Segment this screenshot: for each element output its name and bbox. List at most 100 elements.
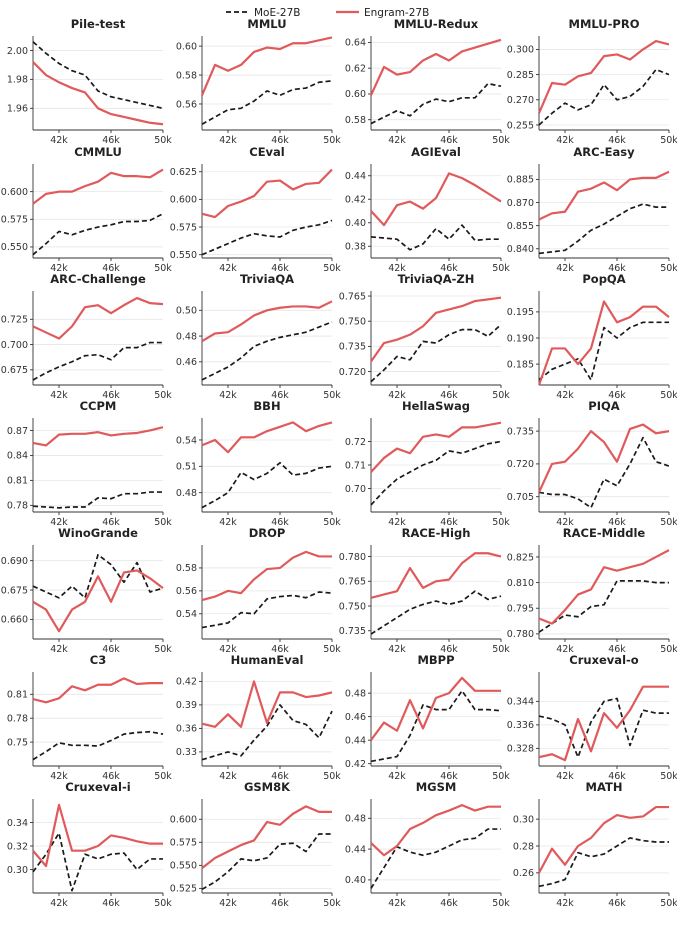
panel-title: AGIEval bbox=[411, 145, 461, 159]
x-tick-label: 46k bbox=[271, 644, 289, 655]
x-tick-label: 42k bbox=[219, 771, 237, 782]
legend: MoE-27B Engram-27B bbox=[226, 7, 429, 19]
y-tick-label: 0.40 bbox=[345, 875, 366, 886]
x-tick-label: 42k bbox=[219, 644, 237, 655]
series-line-moe-27b bbox=[32, 341, 163, 381]
series-line-moe-27b bbox=[538, 68, 670, 126]
x-tick-label: 50k bbox=[154, 898, 172, 909]
y-tick-label: 0.795 bbox=[507, 604, 534, 615]
x-tick-label: 46k bbox=[440, 390, 458, 401]
panel-arc-challenge: ARC-Challenge 0.675 0.700 0.725 42k 46k 50k bbox=[1, 272, 172, 401]
y-tick-label: 0.725 bbox=[1, 315, 28, 326]
x-tick-label: 50k bbox=[323, 135, 341, 146]
panel-title: C3 bbox=[90, 653, 106, 667]
panel-cruxeval-i: Cruxeval-i 0.30 0.32 0.34 42k 46k 50k bbox=[7, 780, 172, 909]
y-tick-label: 0.56 bbox=[176, 586, 197, 597]
x-tick-label: 50k bbox=[492, 263, 510, 274]
x-tick-label: 50k bbox=[323, 517, 341, 528]
panel-title: Cruxeval-o bbox=[569, 653, 638, 667]
y-tick-label: 0.54 bbox=[176, 435, 197, 446]
x-tick-label: 42k bbox=[556, 771, 574, 782]
x-tick-label: 42k bbox=[556, 135, 574, 146]
panel-mgsm: MGSM 0.40 0.44 0.48 42k 46k 50k bbox=[345, 780, 510, 909]
x-tick-label: 50k bbox=[660, 771, 677, 782]
x-tick-label: 42k bbox=[556, 644, 574, 655]
y-tick-label: 0.765 bbox=[339, 577, 366, 588]
x-tick-label: 50k bbox=[660, 390, 677, 401]
y-tick-label: 0.525 bbox=[170, 884, 197, 895]
y-tick-label: 0.44 bbox=[345, 171, 366, 182]
series-line-engram-27b bbox=[370, 38, 502, 96]
x-tick-label: 50k bbox=[323, 898, 341, 909]
series-line-moe-27b bbox=[538, 580, 669, 633]
x-tick-label: 42k bbox=[388, 390, 406, 401]
series-line-moe-27b bbox=[538, 321, 669, 381]
x-tick-label: 42k bbox=[556, 898, 574, 909]
series-line-moe-27b bbox=[201, 591, 333, 629]
x-tick-label: 42k bbox=[388, 644, 406, 655]
y-tick-label: 0.550 bbox=[1, 242, 28, 253]
series-line-moe-27b bbox=[370, 689, 502, 763]
legend-label: Engram-27B bbox=[364, 7, 429, 19]
y-tick-label: 0.255 bbox=[507, 120, 534, 131]
series-line-engram-27b bbox=[537, 39, 670, 114]
x-tick-label: 50k bbox=[660, 135, 677, 146]
y-tick-label: 0.270 bbox=[507, 95, 534, 106]
panel-ccpm: CCPM 0.78 0.81 0.84 0.87 42k 46k 50k bbox=[7, 399, 172, 528]
series-line-engram-27b bbox=[538, 805, 669, 874]
y-tick-label: 0.575 bbox=[170, 838, 197, 849]
series-line-moe-27b bbox=[538, 837, 669, 888]
x-tick-label: 50k bbox=[154, 771, 172, 782]
panel-race-high: RACE-High 0.735 0.750 0.765 0.780 42k 46k 50k bbox=[339, 526, 510, 655]
series-line-moe-27b bbox=[538, 436, 670, 509]
y-tick-label: 0.675 bbox=[1, 365, 28, 376]
series-line-engram-27b bbox=[201, 805, 332, 869]
x-tick-label: 46k bbox=[608, 135, 626, 146]
series-line-moe-27b bbox=[370, 224, 501, 251]
y-tick-label: 0.78 bbox=[7, 714, 28, 725]
y-tick-label: 0.34 bbox=[7, 818, 28, 829]
y-tick-label: 0.575 bbox=[1, 215, 28, 226]
panel-title: Cruxeval-i bbox=[65, 780, 130, 794]
series-line-engram-27b bbox=[200, 36, 333, 96]
x-tick-label: 50k bbox=[154, 263, 172, 274]
x-tick-label: 46k bbox=[440, 263, 458, 274]
y-tick-label: 0.300 bbox=[507, 45, 534, 56]
y-tick-label: 0.51 bbox=[176, 462, 197, 473]
x-tick-label: 46k bbox=[440, 898, 458, 909]
x-tick-label: 42k bbox=[219, 390, 237, 401]
y-tick-label: 0.700 bbox=[1, 340, 28, 351]
x-tick-label: 42k bbox=[50, 135, 68, 146]
y-tick-label: 0.58 bbox=[176, 70, 197, 81]
panel-title: CEval bbox=[249, 145, 285, 159]
x-tick-label: 42k bbox=[388, 517, 406, 528]
panel-triviaqa-zh: TriviaQA-ZH 0.720 0.735 0.750 0.765 42k 46k 50k bbox=[339, 272, 510, 401]
y-tick-label: 0.32 bbox=[7, 841, 28, 852]
y-tick-label: 0.40 bbox=[345, 218, 366, 229]
series-line-engram-27b bbox=[370, 172, 502, 227]
series-line-moe-27b bbox=[370, 440, 502, 506]
x-tick-label: 42k bbox=[50, 263, 68, 274]
y-tick-label: 0.48 bbox=[176, 331, 197, 342]
panel-mbpp: MBPP 0.42 0.44 0.46 0.48 42k 46k 50k bbox=[345, 653, 510, 782]
x-tick-label: 50k bbox=[660, 898, 677, 909]
y-tick-label: 2.00 bbox=[7, 46, 28, 57]
panel-title: MMLU-Redux bbox=[394, 17, 479, 31]
y-tick-label: 0.72 bbox=[345, 437, 366, 448]
panel-agieval: AGIEval 0.38 0.40 0.42 0.44 42k 46k 50k bbox=[345, 145, 510, 274]
y-tick-label: 0.60 bbox=[345, 89, 366, 100]
y-tick-label: 0.78 bbox=[7, 501, 28, 512]
y-tick-label: 0.71 bbox=[345, 460, 366, 471]
panel-title: CMMLU bbox=[74, 145, 122, 159]
panel-humaneval: HumanEval 0.33 0.36 0.39 0.42 42k 46k 50k bbox=[176, 653, 341, 782]
series-line-engram-27b bbox=[32, 296, 164, 340]
x-tick-label: 46k bbox=[102, 390, 120, 401]
panel-title: BBH bbox=[253, 399, 280, 413]
x-tick-label: 46k bbox=[440, 644, 458, 655]
series-line-engram-27b bbox=[537, 300, 670, 386]
y-tick-label: 0.87 bbox=[7, 426, 28, 437]
series-line-moe-27b bbox=[201, 833, 332, 891]
y-tick-label: 0.42 bbox=[176, 677, 197, 688]
series-line-engram-27b bbox=[538, 549, 670, 625]
panel-popqa: PopQA 0.185 0.190 0.195 42k 46k 50k bbox=[507, 272, 677, 401]
